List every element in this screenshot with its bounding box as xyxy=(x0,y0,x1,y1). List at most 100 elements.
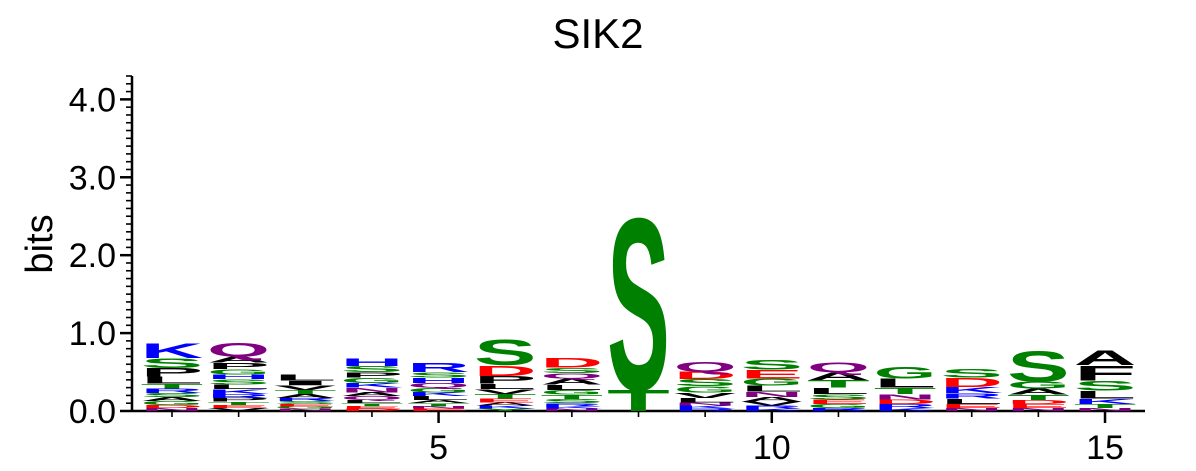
logo-letter-F: F xyxy=(1074,361,1137,385)
logo-stacks: NDGASRTLPSKVETPRKLSHGPAQNGESRATVILDETLQA… xyxy=(141,169,1137,442)
logo-letter-H: H xyxy=(407,376,470,384)
logo-letter-G: G xyxy=(274,406,337,410)
logo-letter-T: T xyxy=(874,386,937,396)
logo-letter-V: V xyxy=(474,388,536,395)
y-tick-label: 3.0 xyxy=(69,159,116,197)
logo-letter-E: E xyxy=(474,398,537,404)
logo-letter-S: S xyxy=(541,398,604,404)
y-tick-label: 0.0 xyxy=(69,393,116,431)
logo-letter-Q: Q xyxy=(541,372,604,380)
logo-letter-L: L xyxy=(740,384,803,394)
logo-letter-A: A xyxy=(274,393,337,399)
logo-letter-G: G xyxy=(141,400,204,406)
x-tick-label: 5 xyxy=(429,429,448,467)
y-axis-label: bits xyxy=(19,214,61,273)
logo-letter-Q: Q xyxy=(407,382,470,389)
logo-letter-S: S xyxy=(674,377,737,388)
logo-letter-R: R xyxy=(674,408,737,412)
logo-letter-S: S xyxy=(341,364,404,374)
logo-letter-N: N xyxy=(940,407,1003,412)
logo-letter-R: R xyxy=(807,407,870,412)
logo-letter-K: K xyxy=(674,405,737,410)
logo-letter-N: N xyxy=(1007,407,1070,412)
logo-letter-G: G xyxy=(1007,380,1070,391)
logo-letter-E: E xyxy=(407,408,470,412)
logo-letter-E: E xyxy=(940,403,1003,409)
logo-letter-V: V xyxy=(740,401,802,407)
logo-letter-R: R xyxy=(740,405,803,410)
logo-letter-S: S xyxy=(807,393,870,401)
logo-letter-P: P xyxy=(141,366,204,379)
logo-letter-T: T xyxy=(541,394,604,401)
logo-letter-L: L xyxy=(940,397,1003,405)
logo-letter-Y: Y xyxy=(474,408,537,412)
logo-letter-T: T xyxy=(474,393,537,400)
logo-letter-D: D xyxy=(1007,399,1070,405)
logo-letter-T: T xyxy=(807,378,870,390)
logo-letter-A: A xyxy=(1007,387,1070,397)
logo-letter-S: S xyxy=(940,367,1003,380)
logo-letter-G: G xyxy=(541,389,604,396)
logo-letter-N: N xyxy=(674,402,737,407)
logo-letter-E: E xyxy=(341,406,404,410)
logo-letter-L: L xyxy=(407,395,470,401)
logo-letter-A: A xyxy=(207,355,270,365)
logo-letter-S: S xyxy=(141,356,204,372)
logo-letter-A: A xyxy=(474,402,537,407)
logo-letter-G: G xyxy=(807,403,870,409)
logo-letter-N: N xyxy=(341,386,404,393)
logo-letter-L: L xyxy=(207,383,270,390)
logo-letter-S: S xyxy=(407,371,470,379)
logo-letter-G: G xyxy=(207,368,270,376)
logo-letter-Q: Q xyxy=(807,360,870,376)
logo-letter-N: N xyxy=(740,390,803,398)
logo-letter-S: S xyxy=(474,333,537,373)
y-tick-label: 1.0 xyxy=(69,315,116,353)
logo-letter-V: V xyxy=(207,407,269,412)
logo-letter-S: S xyxy=(1074,378,1137,394)
logo-letter-P: P xyxy=(341,371,404,379)
logo-letter-L: L xyxy=(141,375,204,386)
logo-letter-K: K xyxy=(740,408,803,412)
logo-letter-S: S xyxy=(274,400,337,405)
logo-letter-K: K xyxy=(407,391,470,397)
logo-letter-N: N xyxy=(141,407,204,412)
logo-letter-Q: Q xyxy=(674,359,737,375)
logo-letter-H: H xyxy=(207,373,270,380)
logo-letter-K: K xyxy=(541,406,604,410)
logo-letter-A: A xyxy=(1074,346,1137,370)
logo-letter-G: G xyxy=(674,385,737,395)
logo-letter-Q: Q xyxy=(341,395,404,401)
logo-letter-L: L xyxy=(874,376,937,390)
logo-letter-N: N xyxy=(407,406,470,410)
logo-letter-V: V xyxy=(274,384,336,391)
logo-letter-K: K xyxy=(940,385,1003,395)
logo-letter-A: A xyxy=(341,391,404,397)
logo-letter-H: H xyxy=(341,356,404,368)
logo-letter-L: L xyxy=(1074,389,1137,401)
logo-letter-D: D xyxy=(141,404,204,409)
logo-letter-D: D xyxy=(940,375,1003,389)
logo-letter-N: N xyxy=(874,393,937,401)
logo-letter-N: N xyxy=(274,408,337,412)
logo-letter-R: R xyxy=(874,403,937,409)
axes: 0.0 1.0 2.0 3.0 4.0 5 10 15 xyxy=(69,75,1145,467)
logo-letter-T: T xyxy=(407,402,470,407)
y-tick-label: 2.0 xyxy=(69,237,116,275)
logo-letter-R: R xyxy=(207,393,270,399)
logo-letter-D: D xyxy=(541,355,604,371)
logo-letter-A: A xyxy=(541,377,604,387)
logo-letter-R: R xyxy=(274,397,337,402)
logo-letter-K: K xyxy=(141,339,204,363)
logo-letter-N: N xyxy=(1074,407,1137,412)
logo-letter-Q: Q xyxy=(207,339,270,361)
logo-letter-T: T xyxy=(1007,393,1070,401)
logo-letter-G: G xyxy=(407,387,470,394)
x-tick-label: 10 xyxy=(753,429,791,467)
logo-letter-E: E xyxy=(807,398,870,405)
logo-letter-N: N xyxy=(541,408,604,412)
logo-letter-L: L xyxy=(474,382,537,390)
logo-letter-R: R xyxy=(141,387,204,394)
logo-letter-K: K xyxy=(874,407,937,412)
